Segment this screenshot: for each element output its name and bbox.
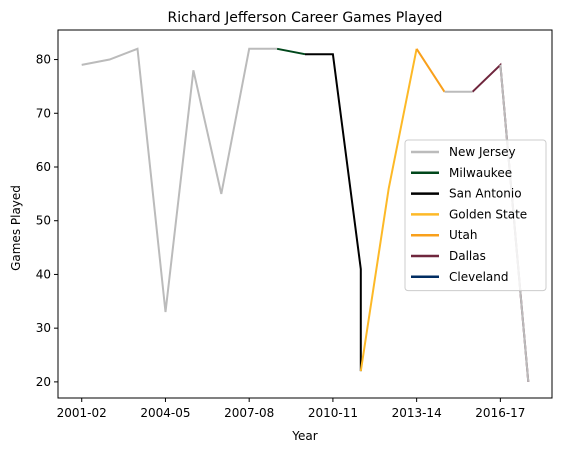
- legend-entry: Utah: [449, 228, 477, 242]
- legend-entry: Dallas: [449, 249, 486, 263]
- legend-box: [404, 139, 547, 292]
- legend-entry: San Antonio: [449, 187, 522, 201]
- x-axis: 2001-02 2004-05 2007-08 2010-11 2013-14 2016-…: [57, 398, 525, 420]
- y-tick-label: 30: [36, 321, 51, 335]
- x-tick-label: 2004-05: [140, 406, 190, 420]
- legend-entry: Cleveland: [449, 270, 509, 284]
- y-axis-label: Games Played: [9, 185, 23, 271]
- plot-frame: [57, 29, 553, 399]
- legend-entry: New Jersey: [449, 145, 516, 159]
- x-axis-label: Year: [291, 429, 317, 443]
- y-axis: 20 30 40 50 60 70 80: [36, 53, 58, 389]
- y-tick-label: 80: [36, 53, 51, 67]
- series-line-utah: [415, 48, 446, 93]
- y-tick-label: 70: [36, 106, 51, 120]
- x-tick-label: 2010-11: [308, 406, 358, 420]
- legend-entry: Milwaukee: [449, 166, 512, 180]
- legend-entry: Golden State: [449, 207, 527, 221]
- chart-title: Richard Jefferson Career Games Played: [168, 10, 443, 26]
- series-line-san-antonio: [305, 53, 362, 372]
- series-layer: [81, 47, 530, 382]
- y-tick-label: 40: [36, 267, 51, 281]
- series-line-milwaukee: [276, 47, 306, 56]
- y-tick-label: 20: [36, 375, 51, 389]
- x-tick-label: 2013-14: [392, 406, 442, 420]
- y-tick-label: 60: [36, 160, 51, 174]
- y-tick-label: 50: [36, 214, 51, 228]
- x-tick-label: 2016-17: [475, 406, 525, 420]
- series-line-golden-state: [359, 48, 418, 372]
- legend: New Jersey Milwaukee San Antonio Golden Sta…: [404, 139, 547, 292]
- x-tick-label: 2001-02: [57, 406, 107, 420]
- x-tick-label: 2007-08: [224, 406, 274, 420]
- series-line-new-jersey: [81, 47, 278, 313]
